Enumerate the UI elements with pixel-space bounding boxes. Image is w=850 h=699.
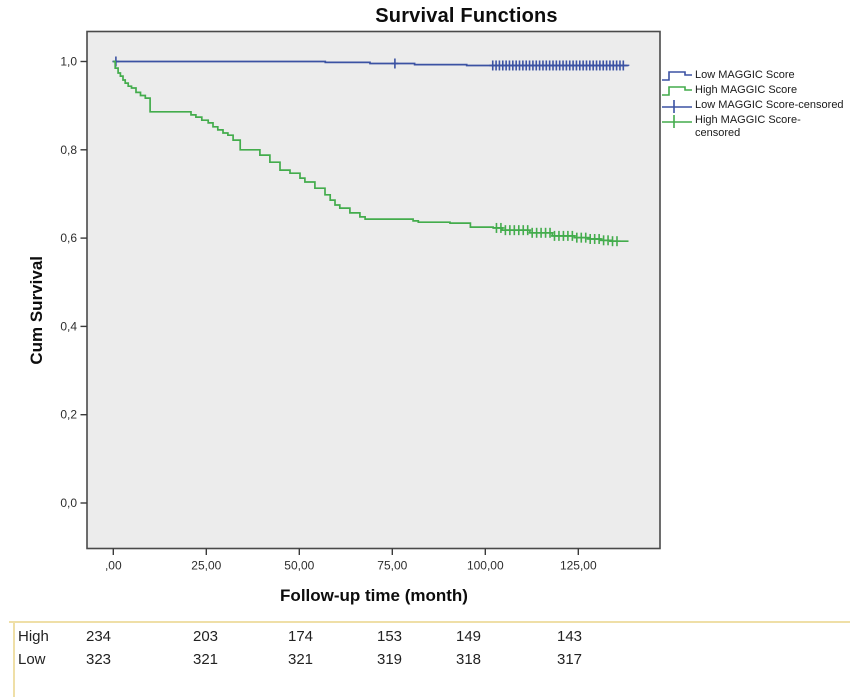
y-axis-title: Cum Survival [27,256,46,365]
y-tick-label: 0,8 [60,143,77,157]
risk-count-value: 143 [557,628,583,645]
risk-count-value: 149 [456,628,482,645]
legend-censored-plus-icon [662,115,692,128]
risk-count-value: 321 [193,651,219,668]
y-tick-label: 0,6 [60,231,77,245]
table-border-top [9,621,850,623]
legend-item: High MAGGIC Score [661,84,845,98]
y-tick-label: 0,2 [60,408,77,422]
legend-step-line-icon [662,86,692,96]
risk-row-label: Low [18,651,46,668]
table-border-left [13,621,15,697]
legend-item: Low MAGGIC Score-censored [661,99,845,113]
x-tick-label: 125,00 [560,559,597,573]
chart-title: Survival Functions [375,5,558,27]
legend-item: Low MAGGIC Score [661,69,845,83]
x-tick-label: 25,00 [191,559,221,573]
risk-count-value: 317 [557,651,583,668]
risk-count-value: 174 [288,628,314,645]
legend-item: High MAGGIC Score-censored [661,114,845,140]
risk-count-value: 323 [86,651,112,668]
legend-step-line-icon [662,71,692,81]
x-axis-title: Follow-up time (month) [280,586,468,605]
legend-censored-plus-icon [662,100,692,113]
y-tick-label: 1,0 [60,55,77,69]
risk-count-value: 319 [377,651,403,668]
legend-item-label: High MAGGIC Score [695,84,798,96]
legend-item-label: Low MAGGIC Score [695,69,795,81]
x-tick-label: 100,00 [467,559,504,573]
x-tick-label: 50,00 [284,559,314,573]
y-tick-label: 0,4 [60,319,77,333]
risk-count-value: 321 [288,651,314,668]
x-tick-label: 75,00 [377,559,407,573]
plot-area [86,30,661,550]
legend: Low MAGGIC Score High MAGGIC Score Low MAG… [661,69,845,141]
risk-count-value: 234 [86,628,112,645]
risk-count-value: 153 [377,628,403,645]
risk-row-label: High [18,628,49,645]
legend-item-label: Low MAGGIC Score-censored [695,99,844,111]
y-tick-label: 0,0 [60,496,77,510]
x-tick-label: ,00 [105,559,122,573]
legend-item-label: High MAGGIC Score-censored [695,114,801,139]
numbers-at-risk-table: High 234 203 174 153 149 143 Low 323 321 321 319 318… [0,620,850,699]
survival-plot: ,00 25,00 50,00 75,00 100,00 125,00 0,0 0,2 0,4 0… [60,30,661,573]
risk-count-value: 318 [456,651,482,668]
risk-count-value: 203 [193,628,219,645]
